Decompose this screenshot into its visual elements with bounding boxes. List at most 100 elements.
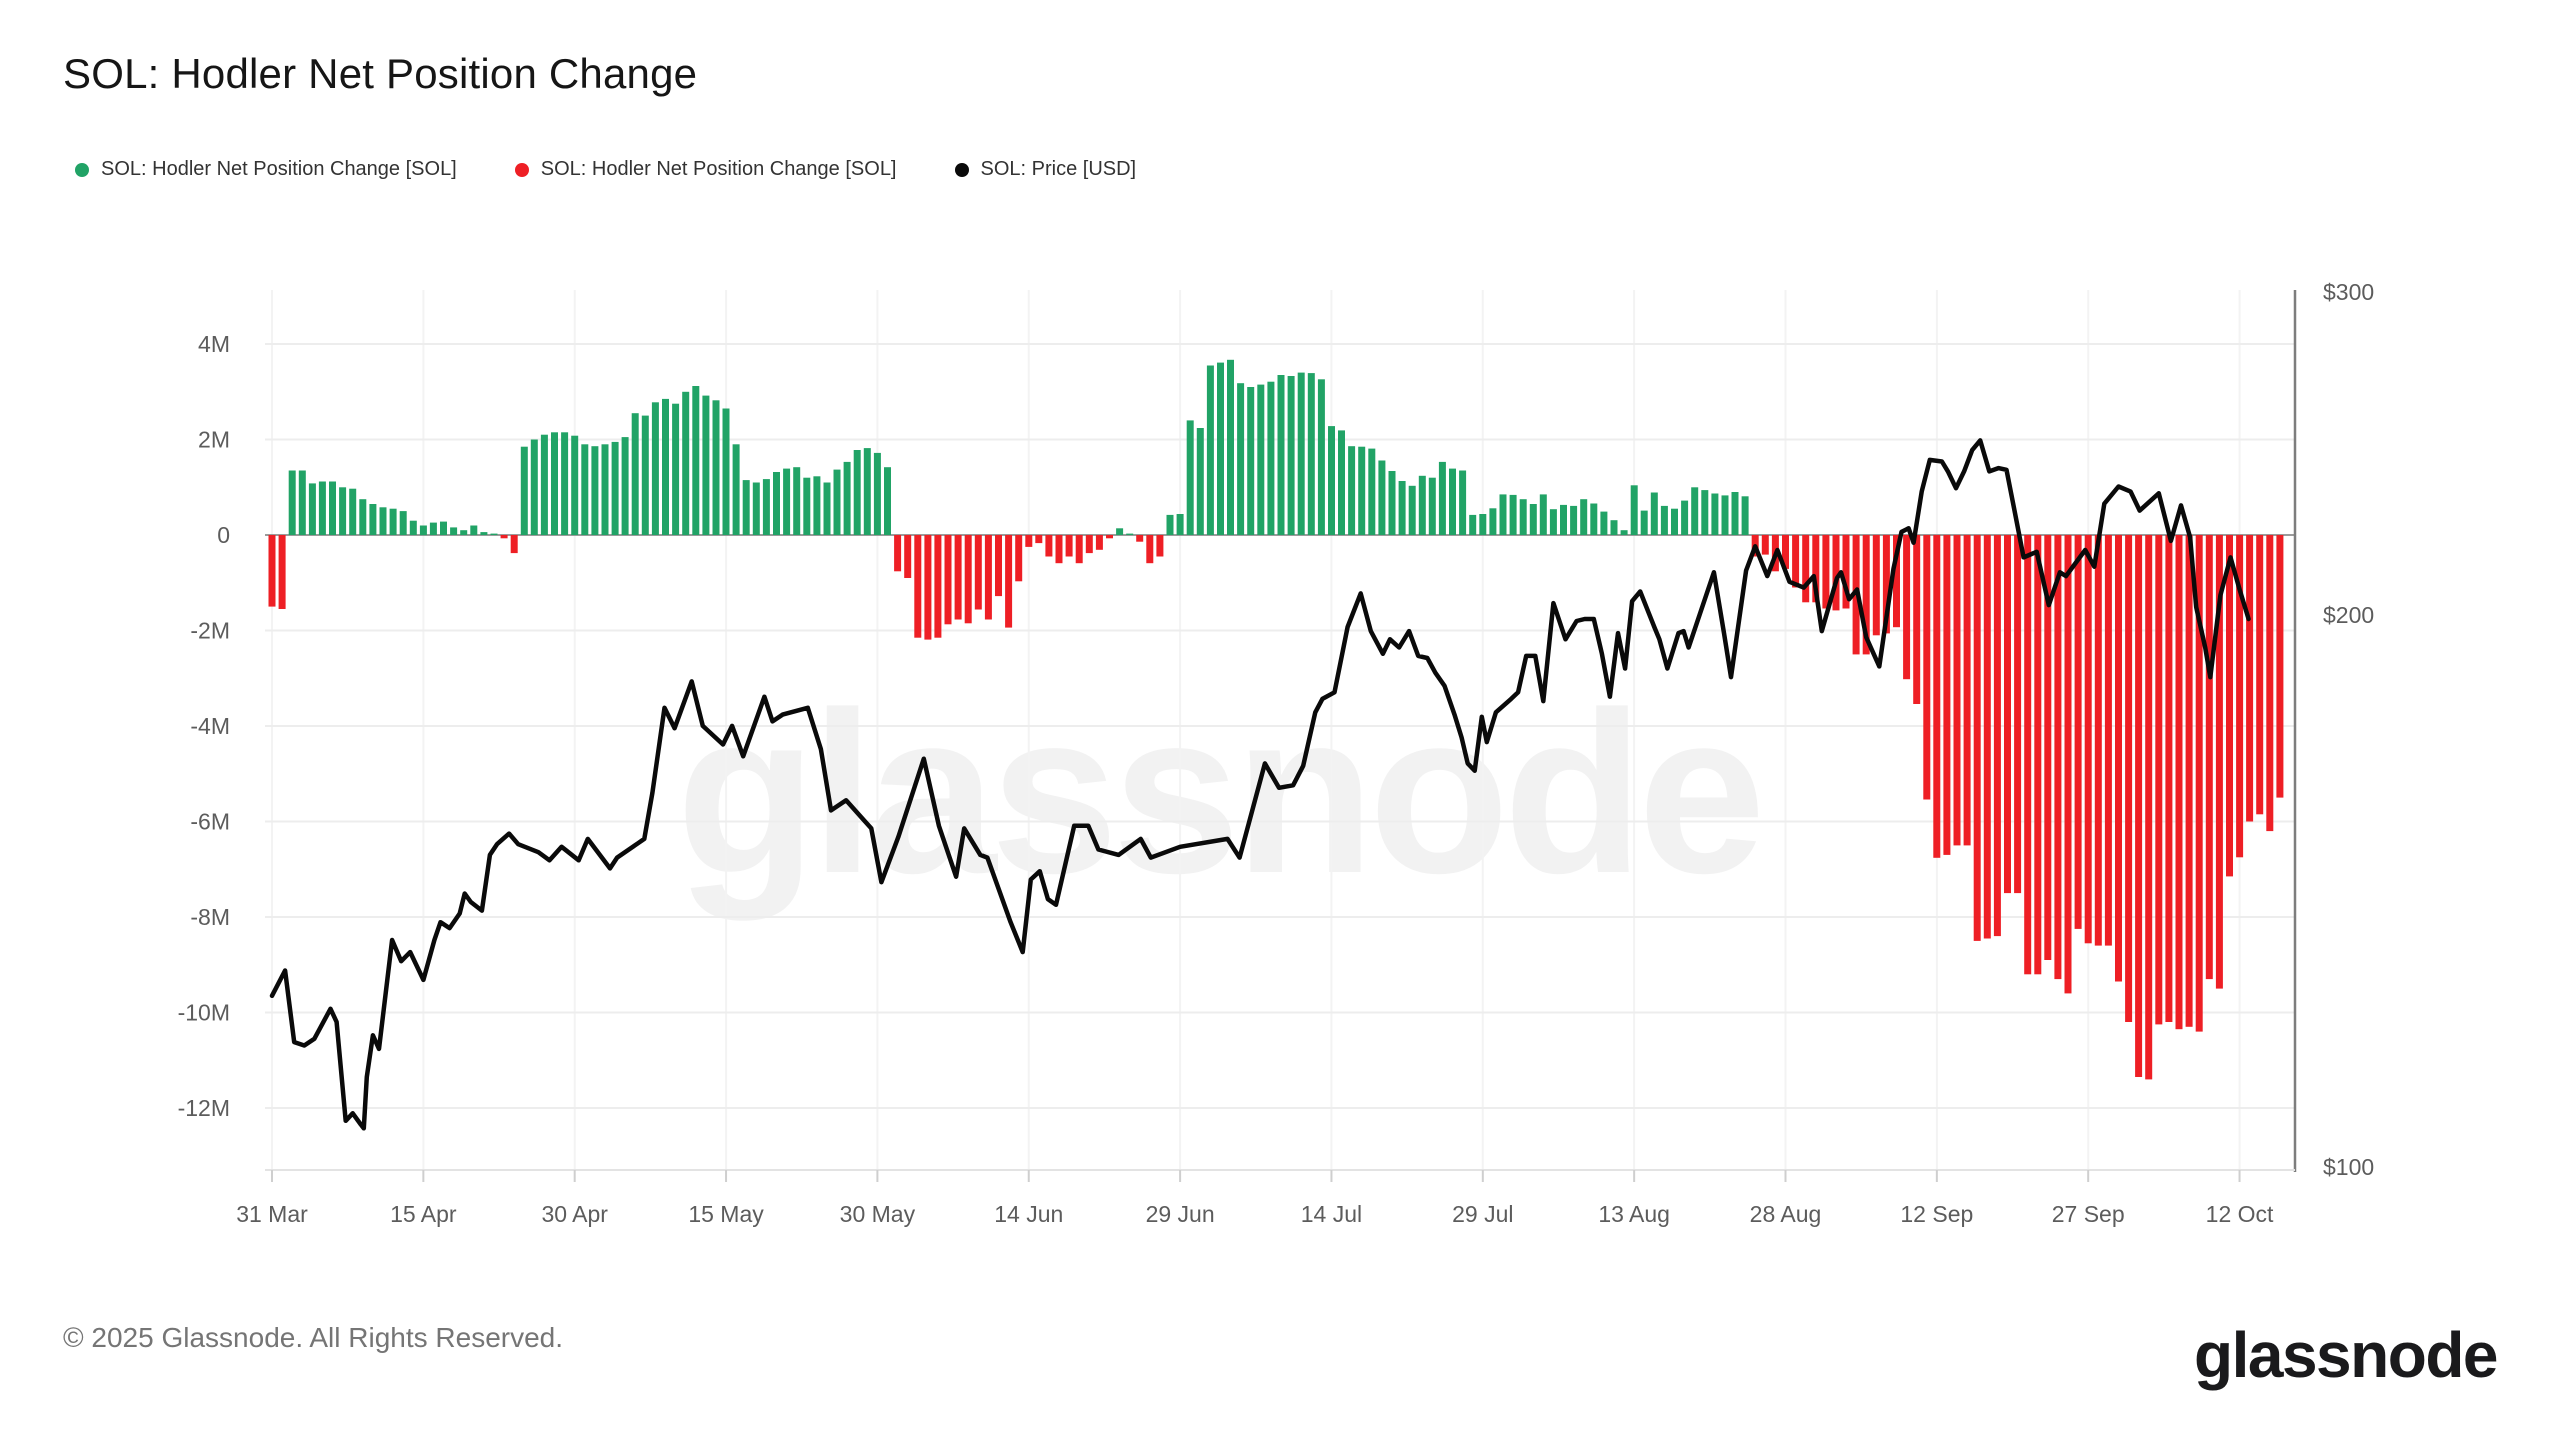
net-position-bar[interactable] xyxy=(1449,468,1456,535)
net-position-bar[interactable] xyxy=(1519,499,1527,535)
net-position-bar[interactable] xyxy=(1065,535,1073,557)
net-position-bar[interactable] xyxy=(863,448,871,535)
net-position-bar[interactable] xyxy=(682,391,690,536)
net-position-bar[interactable] xyxy=(662,398,669,535)
net-position-bar[interactable] xyxy=(288,470,296,536)
net-position-bar[interactable] xyxy=(873,452,881,535)
net-position-bar[interactable] xyxy=(1923,535,1931,800)
net-position-bar[interactable] xyxy=(1640,510,1648,535)
net-position-bar[interactable] xyxy=(621,437,629,535)
net-position-bar[interactable] xyxy=(1378,460,1386,536)
net-position-bar[interactable] xyxy=(1882,535,1890,634)
net-position-bar[interactable] xyxy=(339,487,347,536)
net-position-bar[interactable] xyxy=(1933,535,1941,858)
net-position-bar[interactable] xyxy=(2215,535,2223,989)
net-position-bar[interactable] xyxy=(1862,535,1870,655)
net-position-bar[interactable] xyxy=(1620,530,1628,535)
net-position-bar[interactable] xyxy=(853,450,861,535)
net-position-bar[interactable] xyxy=(1660,505,1668,535)
net-position-bar[interactable] xyxy=(349,488,357,535)
net-position-bar[interactable] xyxy=(1328,426,1335,535)
net-position-bar[interactable] xyxy=(278,535,286,609)
net-position-bar[interactable] xyxy=(1368,448,1376,535)
net-position-bar[interactable] xyxy=(954,535,962,620)
net-position-bar[interactable] xyxy=(1005,535,1013,628)
net-position-bar[interactable] xyxy=(2094,535,2102,946)
net-position-bar[interactable] xyxy=(1802,535,1810,603)
legend-item-net-position-positive[interactable]: SOL: Hodler Net Position Change [SOL] xyxy=(75,158,457,181)
net-position-bar[interactable] xyxy=(1348,446,1356,535)
net-position-bar[interactable] xyxy=(2205,535,2213,980)
net-position-bar[interactable] xyxy=(1983,535,1991,939)
net-position-bar[interactable] xyxy=(884,467,891,535)
net-position-bar[interactable] xyxy=(1358,446,1366,535)
net-position-bar[interactable] xyxy=(1469,514,1477,535)
net-position-bar[interactable] xyxy=(1761,535,1769,555)
net-position-bar[interactable] xyxy=(1479,514,1487,535)
net-position-bar[interactable] xyxy=(1408,485,1416,535)
net-position-bar[interactable] xyxy=(793,467,801,535)
net-position-bar[interactable] xyxy=(1095,535,1103,550)
net-position-bar[interactable] xyxy=(1317,379,1325,535)
net-position-bar[interactable] xyxy=(2054,535,2062,980)
net-position-bar[interactable] xyxy=(1741,496,1749,535)
net-position-bar[interactable] xyxy=(1459,470,1467,536)
net-position-bar[interactable] xyxy=(712,400,720,535)
net-position-bar[interactable] xyxy=(904,535,912,578)
net-position-bar[interactable] xyxy=(2004,535,2011,894)
net-position-bar[interactable] xyxy=(1963,535,1971,846)
net-position-bar[interactable] xyxy=(1560,504,1567,535)
net-position-bar[interactable] xyxy=(480,532,488,535)
net-position-bar[interactable] xyxy=(1015,535,1023,582)
net-position-bar[interactable] xyxy=(369,504,377,535)
net-position-bar[interactable] xyxy=(894,535,902,572)
net-position-bar[interactable] xyxy=(1913,535,1921,704)
net-position-bar[interactable] xyxy=(702,395,710,535)
net-position-bar[interactable] xyxy=(429,522,437,535)
net-position-bar[interactable] xyxy=(1176,514,1184,535)
net-position-bar[interactable] xyxy=(1085,535,1093,554)
net-position-bar[interactable] xyxy=(823,482,831,536)
net-position-bar[interactable] xyxy=(419,525,427,536)
net-position-bar[interactable] xyxy=(732,444,740,535)
net-position-bar[interactable] xyxy=(783,468,791,535)
net-position-bar[interactable] xyxy=(1045,535,1053,557)
net-position-bar[interactable] xyxy=(752,482,760,536)
net-position-bar[interactable] xyxy=(641,415,649,535)
net-position-bar[interactable] xyxy=(540,434,548,535)
net-position-bar[interactable] xyxy=(1055,535,1063,564)
net-position-bar[interactable] xyxy=(1580,499,1588,535)
net-position-bar[interactable] xyxy=(530,439,538,536)
net-position-bar[interactable] xyxy=(520,446,528,535)
net-position-bar[interactable] xyxy=(409,520,417,535)
net-position-bar[interactable] xyxy=(460,530,468,535)
net-position-bar[interactable] xyxy=(1428,477,1436,535)
net-position-bar[interactable] xyxy=(1418,475,1426,535)
net-position-bar[interactable] xyxy=(1247,387,1255,535)
net-position-bar[interactable] xyxy=(1186,420,1194,535)
net-position-bar[interactable] xyxy=(833,469,841,535)
net-position-bar[interactable] xyxy=(2266,535,2274,832)
net-position-bar[interactable] xyxy=(1277,375,1285,535)
net-position-bar[interactable] xyxy=(2236,535,2244,858)
net-position-bar[interactable] xyxy=(984,535,992,620)
net-position-bar[interactable] xyxy=(561,432,569,535)
net-position-bar[interactable] xyxy=(440,521,447,535)
net-position-bar[interactable] xyxy=(1166,514,1174,535)
net-position-bar[interactable] xyxy=(2084,535,2092,944)
net-position-bar[interactable] xyxy=(1782,535,1789,569)
net-position-bar[interactable] xyxy=(1973,535,1981,941)
net-position-bar[interactable] xyxy=(611,441,619,535)
net-position-bar[interactable] xyxy=(2276,535,2284,798)
net-position-bar[interactable] xyxy=(1388,471,1396,535)
net-position-bar[interactable] xyxy=(2246,535,2254,822)
net-position-bar[interactable] xyxy=(359,499,367,535)
net-position-bar[interactable] xyxy=(1832,535,1840,611)
legend-item-net-position-negative[interactable]: SOL: Hodler Net Position Change [SOL] xyxy=(514,158,897,181)
net-position-bar[interactable] xyxy=(934,535,942,638)
net-position-bar[interactable] xyxy=(1600,511,1608,535)
net-position-bar[interactable] xyxy=(722,408,730,536)
net-position-bar[interactable] xyxy=(1650,492,1658,536)
net-position-bar[interactable] xyxy=(450,527,458,535)
net-position-bar[interactable] xyxy=(773,472,780,535)
